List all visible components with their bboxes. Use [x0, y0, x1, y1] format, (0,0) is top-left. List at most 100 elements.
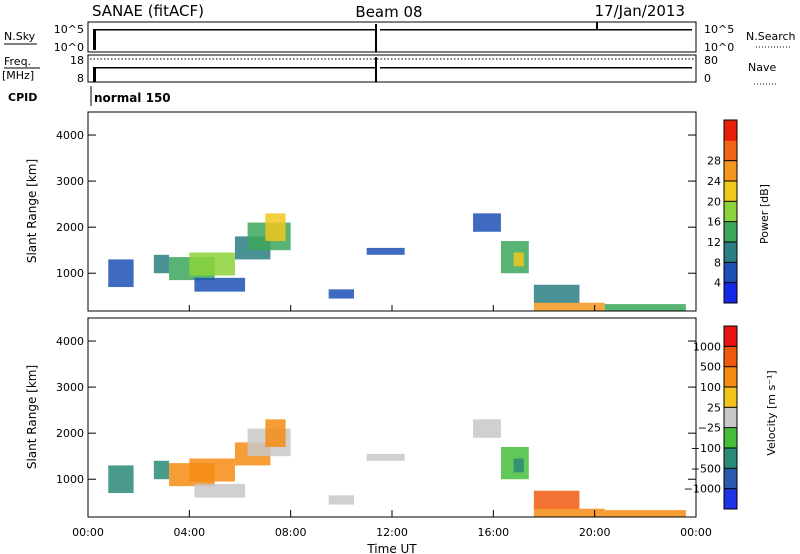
power-echo-10 — [473, 213, 501, 232]
velocity-echo-4 — [194, 483, 246, 498]
power-colorbar-swatch-3 — [724, 221, 737, 243]
power-ytick-label-3: 4000 — [56, 129, 84, 142]
velocity-colorbar-label-7: −1000 — [684, 483, 721, 496]
velocity-echo-7 — [265, 419, 286, 447]
time-tick-label-3: 12:00 — [376, 526, 408, 539]
velocity-echo-0 — [108, 465, 134, 494]
time-tick-label-1: 04:00 — [173, 526, 205, 539]
power-colorbar-swatch-4 — [724, 201, 737, 223]
power-panel: Slant Range [km] 1000 2000 3000 4000 4 8 12 16… — [25, 111, 771, 312]
velocity-echo-3 — [189, 458, 235, 482]
velocity-colorbar-label-5: −100 — [691, 442, 721, 455]
velocity-colorbar-swatch-7 — [724, 346, 737, 368]
power-colorbar-frame — [723, 119, 738, 304]
time-tick-label-6: 00:00 — [680, 526, 712, 539]
velocity-colorbar-label-0: 1000 — [693, 340, 721, 353]
nave-trace-2 — [380, 67, 692, 69]
freq-label: Freq. — [4, 55, 31, 68]
power-ytick-layer: 1000 2000 3000 4000 — [56, 129, 696, 280]
velocity-ytick-label-0: 1000 — [56, 473, 84, 486]
power-colorbar-swatch-5 — [724, 181, 737, 202]
velocity-ytick-label-3: 4000 — [56, 335, 84, 348]
power-colorbar-label-5: 24 — [707, 175, 721, 188]
nsky-trace — [93, 29, 375, 31]
nave-trace — [93, 67, 375, 69]
cpid-value: normal 150 — [94, 91, 171, 105]
power-echo-14 — [533, 302, 605, 311]
time-tick-label-5: 20:00 — [579, 526, 611, 539]
nsky-trace-2 — [380, 29, 692, 31]
station-title: SANAE (fitACF) — [92, 2, 204, 20]
time-axis-label: Time UT — [366, 542, 417, 554]
power-ytick-label-0: 1000 — [56, 267, 84, 280]
power-colorbar-swatch-8 — [724, 120, 737, 141]
nave-tick-bottom: 0 — [704, 72, 711, 85]
freq-frame — [87, 54, 697, 83]
nsearch-tick-bottom: 10^0 — [704, 41, 734, 54]
power-colorbar-label-2: 12 — [707, 236, 721, 249]
freq-panel: Freq. [MHz] 18 8 80 0 Nave — [2, 54, 778, 85]
velocity-echo-13 — [533, 490, 580, 510]
power-ylabel: Slant Range [km] — [25, 159, 39, 263]
velocity-colorbar-swatch-4 — [724, 407, 737, 429]
nave-gap-marker — [375, 57, 377, 82]
velocity-colorbar-swatch-8 — [724, 326, 737, 347]
nave-start-marker — [93, 67, 96, 82]
velocity-ylabel: Slant Range [km] — [25, 365, 39, 469]
nave-label: Nave — [748, 61, 776, 74]
velocity-colorbar-swatch-1 — [724, 468, 737, 490]
power-colorbar-label-1: 8 — [714, 256, 721, 269]
power-colorbar-swatch-7 — [724, 140, 737, 162]
power-colorbar-swatch-0 — [724, 282, 737, 304]
power-echo-4 — [194, 277, 246, 292]
nsearch-tick-top: 10^5 — [704, 23, 734, 36]
velocity-echo-14 — [533, 508, 605, 517]
velocity-colorbar-frame — [723, 325, 738, 510]
velocity-colorbar-swatch-2 — [724, 448, 737, 469]
nsky-tick-top: 10^5 — [54, 23, 84, 36]
power-echo-13 — [533, 284, 580, 304]
power-echo-7 — [265, 213, 286, 241]
velocity-colorbar-label-4: −25 — [698, 422, 721, 435]
time-tick-layer: 00:00 04:00 08:00 12:00 16:00 20:00 00:00 — [72, 305, 712, 539]
time-tick-label-4: 16:00 — [477, 526, 509, 539]
power-colorbar-swatch-6 — [724, 160, 737, 182]
velocity-colorbar-swatch-0 — [724, 488, 737, 510]
nsky-label: N.Sky — [4, 30, 36, 43]
nsky-spike — [596, 22, 598, 30]
nsky-gap-marker — [375, 24, 377, 52]
nsearch-label: N.Search — [746, 30, 796, 43]
velocity-colorbar-label-1: 500 — [700, 361, 721, 374]
power-echo-12 — [513, 252, 524, 267]
power-colorbar-label-3: 16 — [707, 216, 721, 229]
velocity-ytick-label-2: 3000 — [56, 381, 84, 394]
velocity-colorbar-label-6: −500 — [691, 462, 721, 475]
velocity-echo-12 — [513, 458, 524, 473]
power-echo-0 — [108, 259, 134, 288]
velocity-echo-10 — [473, 419, 501, 438]
velocity-ytick-label-1: 2000 — [56, 427, 84, 440]
velocity-echo-1 — [153, 460, 170, 480]
power-ytick-label-1: 2000 — [56, 221, 84, 234]
velocity-colorbar-swatch-5 — [724, 387, 737, 408]
velocity-echo-layer — [108, 419, 686, 517]
nave-tick-top: 80 — [704, 54, 718, 67]
velocity-colorbar-label: Velocity [m s⁻¹] — [765, 370, 778, 455]
freq-tick-top: 18 — [70, 54, 84, 67]
power-echo-layer — [108, 213, 686, 311]
freq-tick-bottom: 8 — [77, 72, 84, 85]
power-echo-15 — [604, 304, 686, 311]
time-tick-label-0: 00:00 — [72, 526, 104, 539]
power-colorbar-swatch-2 — [724, 242, 737, 263]
velocity-echo-15 — [604, 510, 686, 517]
date-title: 17/Jan/2013 — [595, 2, 686, 20]
nsearch-trace — [93, 30, 96, 50]
power-echo-1 — [153, 254, 170, 274]
nsky-panel: N.Sky 10^5 10^0 10^5 10^0 N.Search — [4, 21, 796, 54]
velocity-colorbar: 1000 500 100 25 −25 −100 −500 −1000 — [684, 325, 738, 510]
power-echo-9 — [366, 247, 405, 255]
power-colorbar-swatch-1 — [724, 262, 737, 284]
cpid-label: CPID — [8, 91, 37, 104]
velocity-frame — [87, 317, 697, 518]
